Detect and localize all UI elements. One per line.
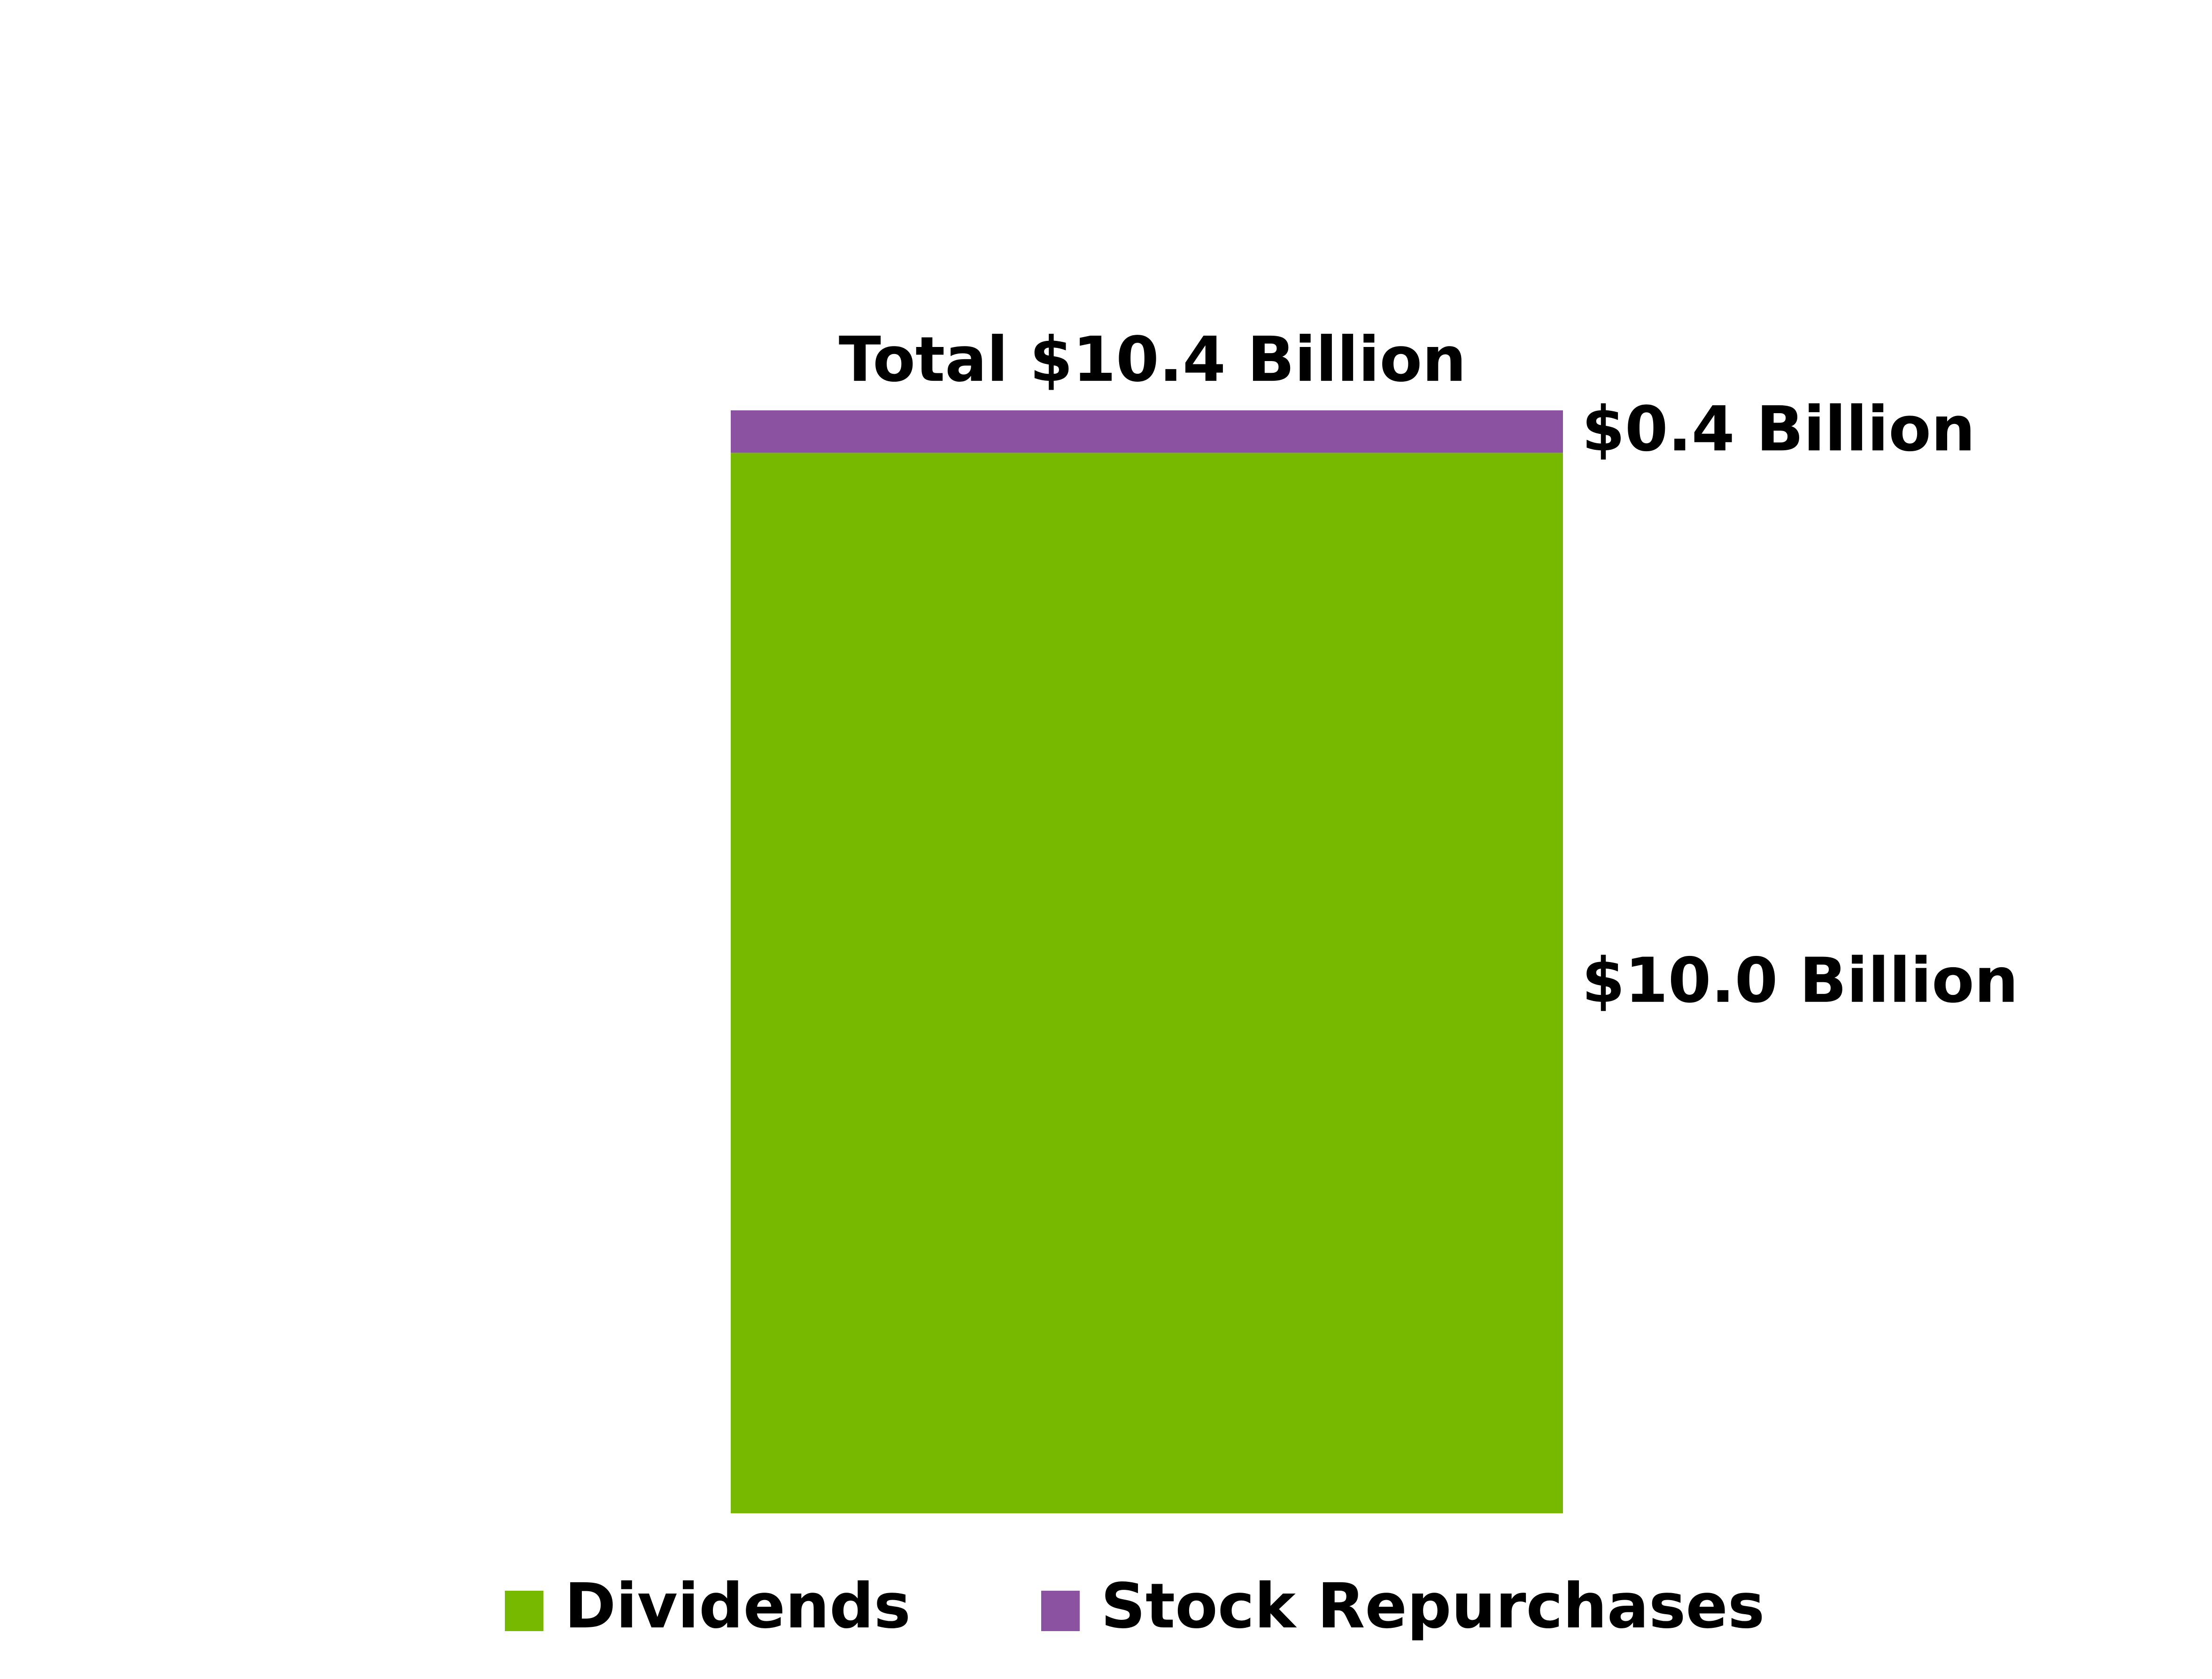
- value-label: $0.4 Billion: [1582, 393, 1975, 465]
- legend-swatch: [1041, 1591, 1080, 1631]
- legend-label: Stock Repurchases: [1101, 1570, 1765, 1642]
- bar-segment: [731, 453, 1563, 1513]
- legend-swatch: [505, 1591, 543, 1631]
- total-annotation: Total $10.4 Billion: [839, 323, 1466, 396]
- bar-segment: [731, 410, 1563, 453]
- value-label: $10.0 Billion: [1582, 945, 2019, 1017]
- legend-label: Dividends: [565, 1570, 911, 1642]
